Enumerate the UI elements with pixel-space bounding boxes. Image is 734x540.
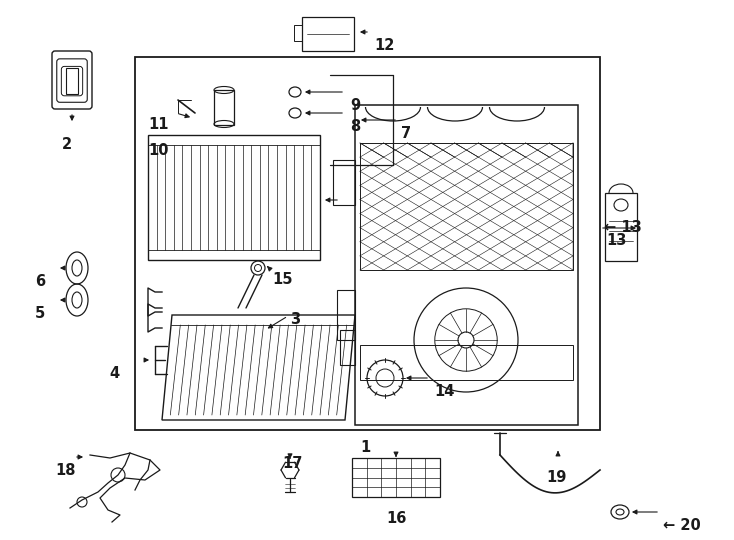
Text: 14: 14	[434, 384, 454, 399]
Bar	[294, 25, 302, 41]
Text: 16: 16	[386, 511, 406, 526]
Bar	[352, 458, 440, 497]
Text: ← 13: ← 13	[604, 220, 642, 235]
Bar	[360, 345, 573, 380]
Bar	[66, 68, 78, 94]
Text: 13: 13	[606, 233, 626, 248]
Text: 17: 17	[282, 456, 302, 471]
Text: 9: 9	[350, 98, 360, 113]
Text: 3: 3	[290, 312, 300, 327]
Text: 11: 11	[148, 117, 169, 132]
Text: 10: 10	[148, 143, 169, 158]
Bar	[605, 193, 637, 261]
Text: 4: 4	[110, 366, 120, 381]
Text: 8: 8	[350, 119, 360, 134]
Text: 7: 7	[401, 126, 411, 141]
Text: 5: 5	[34, 306, 45, 321]
Text: 2: 2	[62, 137, 72, 152]
Bar	[360, 143, 573, 270]
Bar	[333, 160, 355, 205]
Bar	[135, 57, 600, 430]
Text: 18: 18	[55, 463, 76, 478]
Text: 6: 6	[35, 274, 45, 289]
Bar	[337, 290, 355, 340]
Bar	[148, 135, 320, 260]
Bar	[340, 330, 355, 365]
Bar	[302, 17, 354, 51]
Text: ← 20: ← 20	[663, 518, 701, 533]
Text: 1: 1	[360, 440, 370, 455]
Text: 15: 15	[272, 272, 293, 287]
Bar	[355, 105, 578, 425]
Text: 19: 19	[546, 470, 566, 485]
Text: 12: 12	[374, 38, 394, 53]
Bar	[214, 90, 234, 125]
